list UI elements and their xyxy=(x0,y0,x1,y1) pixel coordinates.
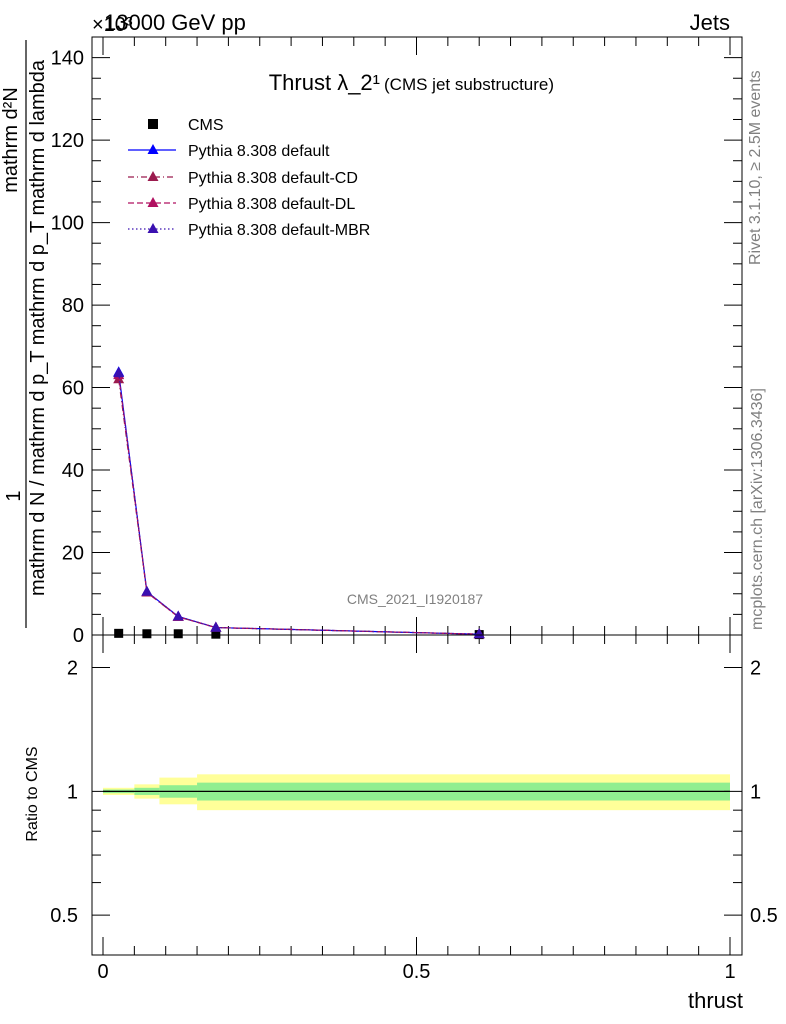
x-tick-label: 1 xyxy=(724,961,735,983)
ratio-y-tick-label: 0.5 xyxy=(50,905,78,927)
y-tick-label: 40 xyxy=(62,460,84,482)
legend: CMS Pythia 8.308 default Pythia 8.308 defa… xyxy=(128,117,370,239)
y-tick-label: 0 xyxy=(73,625,84,647)
y-exponent-label: ×10³ xyxy=(92,14,133,36)
ratio-y-label: Ratio to CMS xyxy=(24,746,41,841)
y-tick-label: 20 xyxy=(62,543,84,565)
legend-label: Pythia 8.308 default-CD xyxy=(188,170,358,187)
ratio-ticks: 0.5 0.5 1 1 2 2 xyxy=(50,658,778,928)
series-marker xyxy=(172,610,184,621)
x-tick-label: 0.5 xyxy=(403,961,431,983)
series-marker xyxy=(113,367,125,378)
series-line xyxy=(118,375,480,635)
legend-swatch-marker xyxy=(147,197,159,207)
ratio-y-tick-label: 1 xyxy=(67,781,78,803)
y-tick-label: 60 xyxy=(62,378,84,400)
ratio-frame xyxy=(91,634,743,956)
main-x-ticks: 0 0.5 1 xyxy=(97,37,736,983)
cms-data-point xyxy=(142,629,152,639)
y-tick-label: 80 xyxy=(62,295,84,317)
cms-data-point xyxy=(173,629,183,639)
main-y-ticks: 0 20 40 60 80 100 120 140 xyxy=(51,36,742,647)
rivet-label: Rivet 3.1.10, ≥ 2.5M events xyxy=(747,70,764,265)
legend-label: Pythia 8.308 default-DL xyxy=(188,196,355,213)
legend-swatch-marker xyxy=(147,144,159,154)
process-label: Jets xyxy=(690,10,730,35)
legend-swatch xyxy=(148,119,158,129)
legend-label: CMS xyxy=(188,117,224,134)
legend-swatch-marker xyxy=(147,171,159,181)
y-tick-label: 120 xyxy=(51,130,84,152)
x-axis-label: thrust xyxy=(688,988,743,1013)
ratio-y-tick-label-right: 2 xyxy=(750,658,761,680)
cms-data-point xyxy=(114,628,124,638)
y-tick-label: 100 xyxy=(51,213,84,235)
y-label-denominator: mathrm d N / mathrm d p_T mathrm d p_T m… xyxy=(27,59,49,596)
cms-data-point xyxy=(211,629,221,639)
series-marker xyxy=(473,628,485,639)
energy-label: 13000 GeV pp xyxy=(104,10,246,35)
ratio-panel: 0.5 0.5 1 1 2 2 Ratio to CMS thrust xyxy=(24,634,778,1013)
ratio-y-tick-label-right: 1 xyxy=(750,781,761,803)
mcplots-label: mcplots.cern.ch [arXiv:1306.3436] xyxy=(749,388,766,630)
series-marker xyxy=(210,621,222,632)
legend-swatch-marker xyxy=(147,223,159,233)
x-tick-label: 0 xyxy=(97,961,108,983)
main-series xyxy=(113,366,485,640)
chart-subtitle: (CMS jet substructure) xyxy=(384,75,554,94)
y-tick-label: 140 xyxy=(51,48,84,70)
series-marker xyxy=(141,585,153,596)
chart-title: Thrust λ_2¹ xyxy=(269,70,380,95)
legend-label: Pythia 8.308 default-MBR xyxy=(188,222,370,239)
ratio-bands xyxy=(103,774,731,811)
ratio-y-tick-label-right: 0.5 xyxy=(750,905,778,927)
legend-label: Pythia 8.308 default xyxy=(188,143,330,160)
y-label-one: 1 xyxy=(3,490,25,501)
analysis-watermark: CMS_2021_I1920187 xyxy=(347,591,483,607)
y-label-numerator: mathrm d²N xyxy=(0,87,22,193)
main-y-axis-label: 1 mathrm d N / mathrm d p_T mathrm d p_T… xyxy=(0,40,49,628)
ratio-y-tick-label: 2 xyxy=(67,658,78,680)
